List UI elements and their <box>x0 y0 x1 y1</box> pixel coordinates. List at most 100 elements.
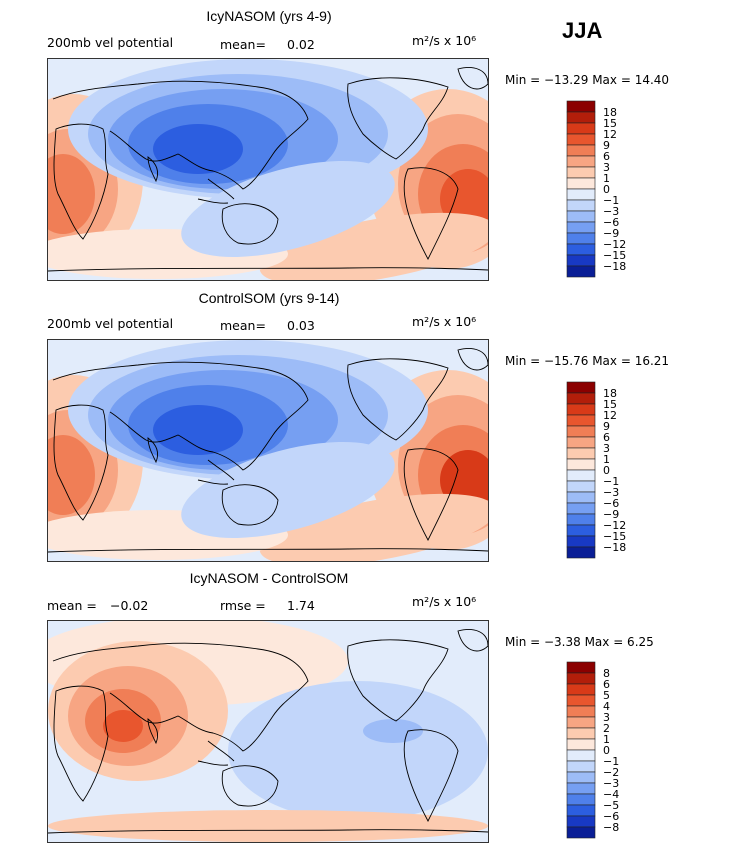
colorbar-box <box>566 133 596 146</box>
colorbar-box <box>566 221 596 234</box>
colorbar-box <box>566 100 596 113</box>
panel-3-title: IcyNASOM - ControlSOM <box>189 570 349 586</box>
contour-region <box>259 493 488 561</box>
coastline <box>403 729 459 822</box>
coastline <box>53 685 109 802</box>
coastline <box>147 718 159 745</box>
panel-2-min-max: Min = −15.76 Max = 16.21 <box>505 354 670 368</box>
colorbar-box <box>566 122 596 135</box>
panel-1-colorbar: 18 15 12 9 6 3 1 0 −1 −3 −6 −9 −12 −15 −18 <box>566 100 687 278</box>
contour-region <box>258 748 338 784</box>
colorbar-box <box>566 392 596 405</box>
coastline <box>197 178 235 204</box>
coastline <box>221 765 279 807</box>
colorbar-box <box>566 672 596 685</box>
colorbar-tick-label: 15 <box>603 117 617 130</box>
colorbar-box <box>566 111 596 124</box>
panel-2-map <box>47 339 489 562</box>
panel-1-mean-label: mean= <box>220 37 266 52</box>
contour-region <box>103 710 143 742</box>
colorbar-tick-label: −18 <box>603 541 626 554</box>
colorbar-tick-label: −12 <box>603 238 626 251</box>
coastline <box>147 156 159 183</box>
colorbar-tick-label: 9 <box>603 139 610 152</box>
panel-2-mean-label: mean= <box>220 318 266 333</box>
colorbar-tick-label: −3 <box>603 777 619 790</box>
colorbar-box <box>566 381 596 394</box>
colorbar-box <box>566 447 596 460</box>
panel-1-min-max: Min = −13.29 Max = 14.40 <box>505 73 670 87</box>
colorbar-tick-label: −6 <box>603 497 619 510</box>
colorbar-tick-label: −6 <box>603 810 619 823</box>
colorbar-box <box>566 425 596 438</box>
colorbar-tick-label: −2 <box>603 766 619 779</box>
colorbar-tick-label: 1 <box>603 172 610 185</box>
colorbar-box <box>566 771 596 784</box>
colorbar-tick-label: −18 <box>603 260 626 273</box>
colorbar-box <box>566 826 596 839</box>
coastline <box>457 629 488 652</box>
contour-region <box>48 435 95 515</box>
panel-2-map-svg <box>48 340 488 561</box>
colorbar-tick-label: −1 <box>603 475 619 488</box>
colorbar-box <box>566 524 596 537</box>
colorbar-box <box>566 793 596 806</box>
coastline <box>197 740 235 766</box>
colorbar-tick-label: 1 <box>603 453 610 466</box>
colorbar-tick-label: −8 <box>603 821 619 834</box>
colorbar-box <box>566 458 596 471</box>
colorbar-tick-label: 0 <box>603 464 610 477</box>
coastline <box>403 448 459 541</box>
coastline <box>221 484 279 526</box>
colorbar-tick-label: 18 <box>603 387 617 400</box>
colorbar-box <box>566 705 596 718</box>
colorbar-tick-label: −5 <box>603 799 619 812</box>
panel-3-units: m²/s x 10⁶ <box>412 594 477 609</box>
coastline <box>197 459 235 485</box>
colorbar-box <box>566 403 596 416</box>
colorbar-box <box>566 491 596 504</box>
coastline <box>53 404 109 521</box>
colorbar-tick-label: 0 <box>603 183 610 196</box>
panel-3-map-svg <box>48 621 488 842</box>
colorbar-box <box>566 210 596 223</box>
coastline <box>347 639 449 722</box>
colorbar-box <box>566 782 596 795</box>
coastline <box>48 267 488 272</box>
panel-1-mean-value: 0.02 <box>287 37 315 52</box>
contour-region <box>153 124 243 174</box>
coastline <box>221 203 279 245</box>
colorbar-tick-label: 12 <box>603 128 617 141</box>
season-label: JJA <box>562 18 603 43</box>
colorbar-tick-label: 4 <box>603 700 610 713</box>
panel-2-units: m²/s x 10⁶ <box>412 314 477 329</box>
panel-3-min-max: Min = −3.38 Max = 6.25 <box>505 635 654 649</box>
colorbar-box <box>566 155 596 168</box>
colorbar-tick-label: −1 <box>603 194 619 207</box>
colorbar-box <box>566 749 596 762</box>
colorbar-tick-label: 6 <box>603 678 610 691</box>
panel-3-mean-label: mean = <box>47 598 97 613</box>
coastline <box>347 77 449 160</box>
coastline <box>147 437 159 464</box>
colorbar-tick-label: 6 <box>603 150 610 163</box>
colorbar-tick-label: 6 <box>603 431 610 444</box>
colorbar-box <box>566 232 596 245</box>
colorbar-box <box>566 436 596 449</box>
panel-1-title: IcyNASOM (yrs 4-9) <box>206 8 332 24</box>
coastline <box>48 829 488 834</box>
panel-1-field-label: 200mb vel potential <box>47 35 174 50</box>
colorbar-tick-label: 8 <box>603 667 610 680</box>
colorbar-box <box>566 199 596 212</box>
colorbar-box <box>566 760 596 773</box>
colorbar-tick-label: −15 <box>603 530 626 543</box>
panel-1-map-svg <box>48 59 488 280</box>
panel-2-title: ControlSOM (yrs 9-14) <box>198 290 340 306</box>
colorbar-tick-label: −1 <box>603 755 619 768</box>
panel-3-colorbar: 8 6 5 4 3 2 1 0 −1 −2 −3 −4 −5 −6 −8 <box>566 661 687 839</box>
colorbar-tick-label: 3 <box>603 442 610 455</box>
panel-3-rmse-value: 1.74 <box>287 598 315 613</box>
panel-3-mean-value: −0.02 <box>110 598 149 613</box>
